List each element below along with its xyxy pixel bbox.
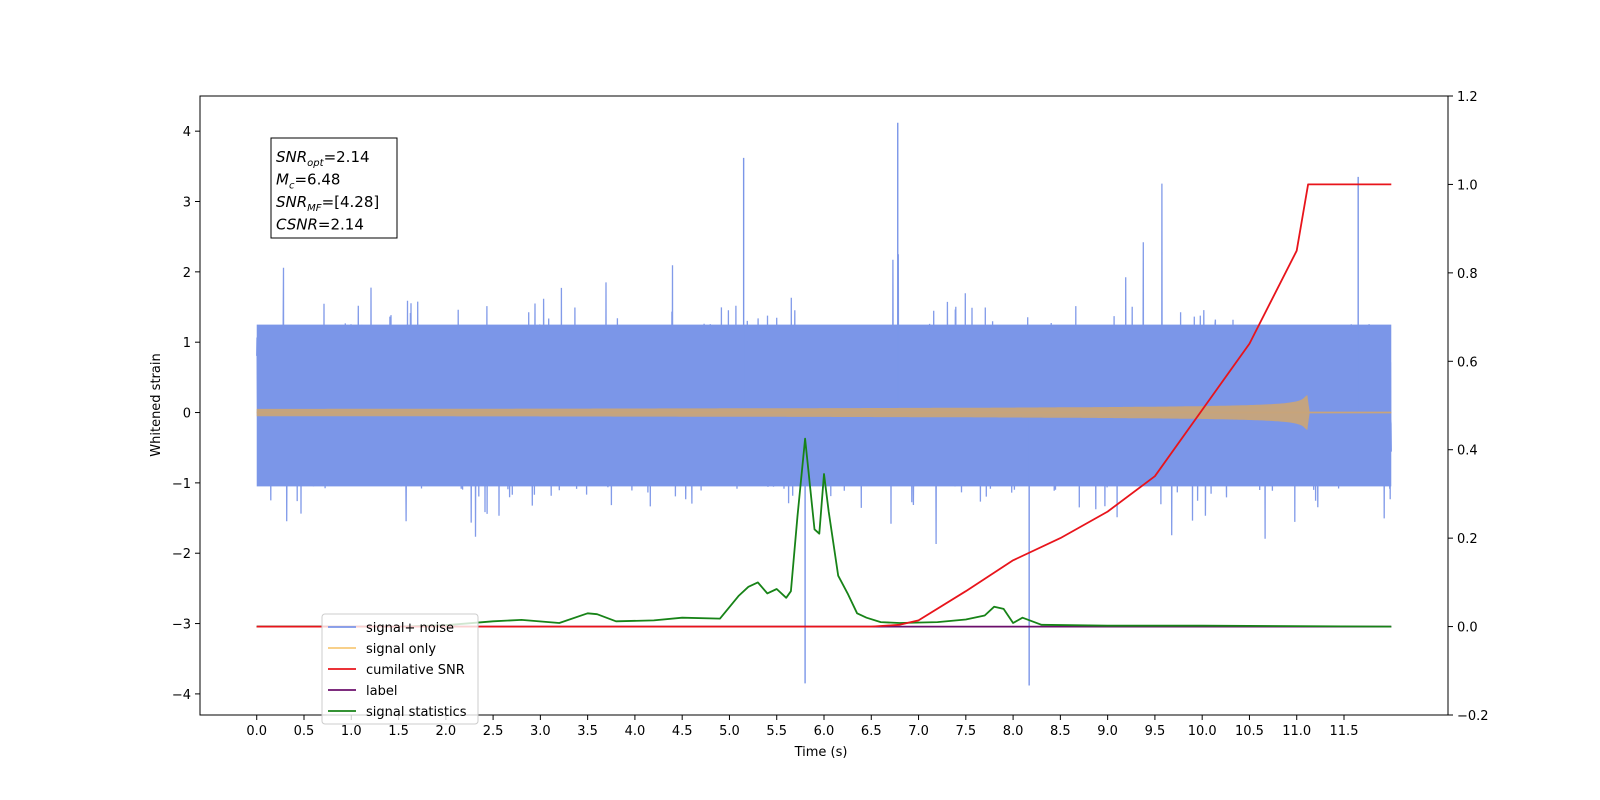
- legend-frame: [321, 613, 479, 725]
- noise-core-band: [256, 324, 1392, 487]
- legend-entry: label: [366, 684, 397, 699]
- y2-tick-label: 0.0: [1457, 621, 1478, 636]
- plot-area: [256, 122, 1392, 686]
- x-tick-label: 4.0: [625, 724, 646, 739]
- legend-entry: signal+ noise: [366, 621, 454, 636]
- y-axis-right: 1.2 1.0 0.8 0.6 0.4 0.2 0.0 −0.2: [1448, 90, 1489, 724]
- x-tick-label: 8.5: [1050, 724, 1071, 739]
- y2-tick-label: 1.2: [1457, 90, 1478, 105]
- annotation-frame: [270, 137, 398, 239]
- y-tick-label: −3: [172, 618, 191, 633]
- legend-entry: signal only: [366, 642, 436, 657]
- y2-tick-label: 0.2: [1457, 532, 1478, 547]
- x-tick-label: 3.0: [530, 724, 551, 739]
- signal-statistics-line: [256, 437, 1392, 628]
- y-axis-label: Whitened strain: [149, 353, 164, 456]
- series-signal-noise: [256, 122, 1392, 686]
- y-axis-left: 4 3 2 1 0 −1 −2 −3 −4: [172, 125, 200, 703]
- y-tick-label: 1: [183, 336, 191, 351]
- x-tick-label: 9.0: [1097, 724, 1118, 739]
- x-tick-label: 9.5: [1145, 724, 1166, 739]
- x-tick-label: 8.0: [1003, 724, 1024, 739]
- x-tick-label: 4.5: [672, 724, 693, 739]
- series-signal-only: [256, 394, 1392, 431]
- x-tick-label: 11.0: [1282, 724, 1311, 739]
- x-tick-label: 6.5: [861, 724, 882, 739]
- legend-entry: signal statistics: [366, 705, 467, 720]
- annotation-line: SNRopt=2.14: [276, 148, 370, 169]
- legend: signal+ noise signal only cumilative SNR la…: [321, 613, 479, 725]
- x-tick-label: 11.5: [1330, 724, 1359, 739]
- x-tick-label: 10.5: [1235, 724, 1264, 739]
- annotation-line: Mc=6.48: [276, 171, 340, 192]
- x-tick-label: 2.5: [483, 724, 504, 739]
- x-tick-label: 1.0: [341, 724, 362, 739]
- y2-tick-label: 0.8: [1457, 267, 1478, 282]
- y-tick-label: 0: [183, 407, 191, 422]
- x-axis: 0.0 0.5 1.0 1.5 2.0 2.5 3.0 3.5 4.0 4.5 5.0 5.5 6.0 6…: [246, 715, 1358, 739]
- y2-tick-label: 0.6: [1457, 355, 1478, 370]
- x-axis-label: Time (s): [794, 745, 848, 760]
- x-tick-label: 6.0: [814, 724, 835, 739]
- cumilative-snr-line: [256, 183, 1392, 628]
- x-tick-label: 5.0: [719, 724, 740, 739]
- legend-entry: cumilative SNR: [366, 663, 465, 678]
- y2-tick-label: 0.4: [1457, 444, 1478, 459]
- x-tick-label: 1.5: [388, 724, 409, 739]
- x-tick-label: 5.5: [766, 724, 787, 739]
- y2-tick-label: 1.0: [1457, 178, 1478, 193]
- x-tick-label: 2.0: [435, 724, 456, 739]
- y-tick-label: −1: [172, 477, 191, 492]
- x-tick-label: 10.0: [1188, 724, 1217, 739]
- x-tick-label: 3.5: [577, 724, 598, 739]
- y-tick-label: −2: [172, 547, 191, 562]
- x-tick-label: 7.0: [908, 724, 929, 739]
- y2-tick-label: −0.2: [1457, 709, 1489, 724]
- series-cumulative-snr: [256, 183, 1392, 628]
- annotation-line: CSNR=2.14: [276, 216, 364, 234]
- y-tick-label: 4: [183, 125, 191, 140]
- y-tick-label: 2: [183, 266, 191, 281]
- y-tick-label: 3: [183, 196, 191, 211]
- y-tick-label: −4: [172, 688, 191, 703]
- x-tick-label: 0.5: [294, 724, 315, 739]
- annotation-line: SNRMF=[4.28]: [276, 193, 379, 214]
- series-signal-statistics: [256, 437, 1392, 628]
- x-tick-label: 0.0: [246, 724, 267, 739]
- x-tick-label: 7.5: [955, 724, 976, 739]
